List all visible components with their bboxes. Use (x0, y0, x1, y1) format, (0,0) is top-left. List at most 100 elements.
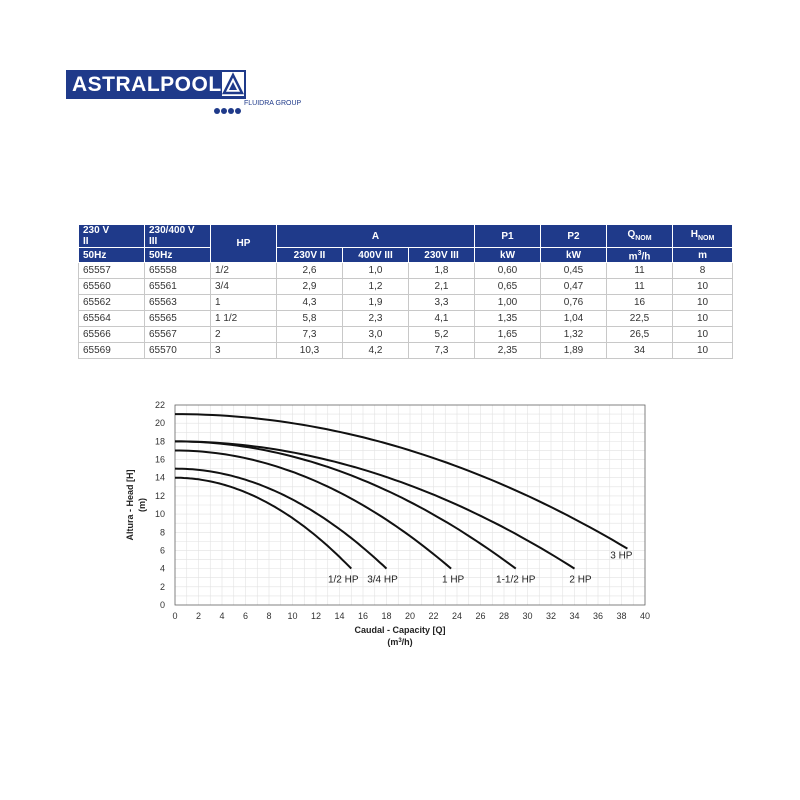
table-cell: 1,89 (540, 342, 608, 360)
header-q-unit: m3/h (606, 246, 674, 264)
y-tick-label: 2 (160, 582, 165, 592)
y-axis-label: Altura - Head [H] (125, 469, 135, 540)
table-cell: 5,2 (407, 326, 476, 344)
x-tick-label: 36 (593, 611, 603, 621)
x-tick-label: 22 (428, 611, 438, 621)
x-tick-label: 30 (522, 611, 532, 621)
table-cell: 0,47 (540, 278, 608, 296)
table-cell: 10 (672, 342, 734, 360)
table-cell: 1,04 (540, 310, 608, 328)
table-cell: 2,6 (276, 262, 343, 280)
table-cell: 0,65 (474, 278, 542, 296)
header-230-400v: 230/400 V III (144, 224, 211, 248)
table-cell: 4,1 (407, 310, 476, 328)
dot-icon (228, 108, 234, 114)
table-cell: 10 (672, 310, 734, 328)
chart-ticks: 0 2 4 6 8 10 12 14 16 18 20 22 24 26 28 30 32 34 36 38 40024… (155, 400, 650, 621)
table-cell: 65564 (78, 310, 145, 328)
table-cell: 1,35 (474, 310, 542, 328)
table-cell: 11 (606, 278, 674, 296)
table-cell: 3,0 (342, 326, 409, 344)
table-cell: 7,3 (407, 342, 476, 360)
table-cell: 16 (606, 294, 674, 312)
x-tick-label: 10 (287, 611, 297, 621)
x-tick-label: 28 (499, 611, 509, 621)
x-tick-label: 14 (334, 611, 344, 621)
table-cell: 1 1/2 (210, 310, 277, 328)
table-cell: 65565 (144, 310, 211, 328)
table-cell: 65567 (144, 326, 211, 344)
table-row: 65569 65570 3 10,3 4,2 7,3 2,35 1,89 34 10 (78, 342, 734, 360)
curve-label: 1 HP (442, 575, 465, 586)
table-cell: 8 (672, 262, 734, 280)
table-cell: 3/4 (210, 278, 277, 296)
x-axis-unit: (m3/h) (387, 637, 412, 647)
table-cell: 1 (210, 294, 277, 312)
table-cell: 34 (606, 342, 674, 360)
table-cell: 3 (210, 342, 277, 360)
table-row: 65564 65565 1 1/2 5,8 2,3 4,1 1,35 1,04 22,5 10 (78, 310, 734, 328)
header-p2: P2 (540, 224, 608, 248)
chart-curve-labels: 1/2 HP 3/4 HP 1 HP 1-1/2 HP 2 HP 3 HP (328, 551, 633, 586)
x-tick-label: 20 (405, 611, 415, 621)
y-tick-label: 22 (155, 400, 165, 410)
table-cell: 2,9 (276, 278, 343, 296)
curve-2-hp (175, 440, 576, 570)
dot-icon (221, 108, 227, 114)
x-tick-label: 40 (640, 611, 650, 621)
table-row: 65560 65561 3/4 2,9 1,2 2,1 0,65 0,47 11 10 (78, 278, 734, 296)
table-cell: 4,3 (276, 294, 343, 312)
x-tick-label: 34 (569, 611, 579, 621)
table-cell: 22,5 (606, 310, 674, 328)
table-cell: 2,35 (474, 342, 542, 360)
y-tick-label: 6 (160, 545, 165, 555)
y-tick-label: 4 (160, 564, 165, 574)
y-tick-label: 12 (155, 491, 165, 501)
curve-1-2-hp (174, 476, 353, 570)
chart-curves (174, 413, 628, 570)
header-p1-kw: kW (474, 246, 542, 264)
table-row: 65566 65567 2 7,3 3,0 5,2 1,65 1,32 26,5 10 (78, 326, 734, 344)
table-cell: 1,00 (474, 294, 542, 312)
y-tick-label: 18 (155, 436, 165, 446)
table-cell: 4,2 (342, 342, 409, 360)
pump-spec-table: 230 V II 230/400 V III HP A P1 P2 QNOM HNO… (78, 223, 734, 360)
table-cell: 65566 (78, 326, 145, 344)
table-row: 65562 65563 1 4,3 1,9 3,3 1,00 0,76 16 10 (78, 294, 734, 312)
table-cell: 2,3 (342, 310, 409, 328)
x-tick-label: 2 (196, 611, 201, 621)
table-cell: 10,3 (276, 342, 343, 360)
table-cell: 0,45 (540, 262, 608, 280)
table-cell: 0,76 (540, 294, 608, 312)
header-q-nom: QNOM (606, 224, 674, 248)
curve-3-hp (175, 413, 628, 550)
header-50hz-b: 50Hz (144, 246, 211, 264)
y-tick-label: 8 (160, 527, 165, 537)
header-row-1: 230 V II 230/400 V III HP A P1 P2 QNOM HNO… (78, 223, 734, 264)
header-a-400v-iii: 400V III (342, 246, 409, 264)
x-tick-label: 6 (243, 611, 248, 621)
table-body: 65557 65558 1/2 2,6 1,0 1,8 0,60 0,45 11 8 65560 65… (78, 262, 734, 360)
table-cell: 1/2 (210, 262, 277, 280)
table-cell: 0,60 (474, 262, 542, 280)
table-cell: 65563 (144, 294, 211, 312)
x-tick-label: 12 (311, 611, 321, 621)
table-cell: 1,2 (342, 278, 409, 296)
curve-1-hp (175, 449, 452, 570)
header-a-230v-ii: 230V II (276, 246, 343, 264)
table-cell: 3,3 (407, 294, 476, 312)
table-cell: 65562 (78, 294, 145, 312)
header-p1: P1 (474, 224, 542, 248)
table-cell: 2 (210, 326, 277, 344)
astralpool-logo: ASTRALPOOL FLUIDRA GROUP (66, 70, 301, 114)
y-axis-unit: (m) (137, 498, 147, 512)
x-tick-label: 32 (546, 611, 556, 621)
table-cell: 65558 (144, 262, 211, 280)
y-tick-label: 0 (160, 600, 165, 610)
table-row: 65557 65558 1/2 2,6 1,0 1,8 0,60 0,45 11 8 (78, 262, 734, 280)
header-h-unit: m (672, 246, 734, 264)
y-tick-label: 16 (155, 455, 165, 465)
x-tick-label: 26 (475, 611, 485, 621)
table-cell: 65570 (144, 342, 211, 360)
table-cell: 1,8 (407, 262, 476, 280)
